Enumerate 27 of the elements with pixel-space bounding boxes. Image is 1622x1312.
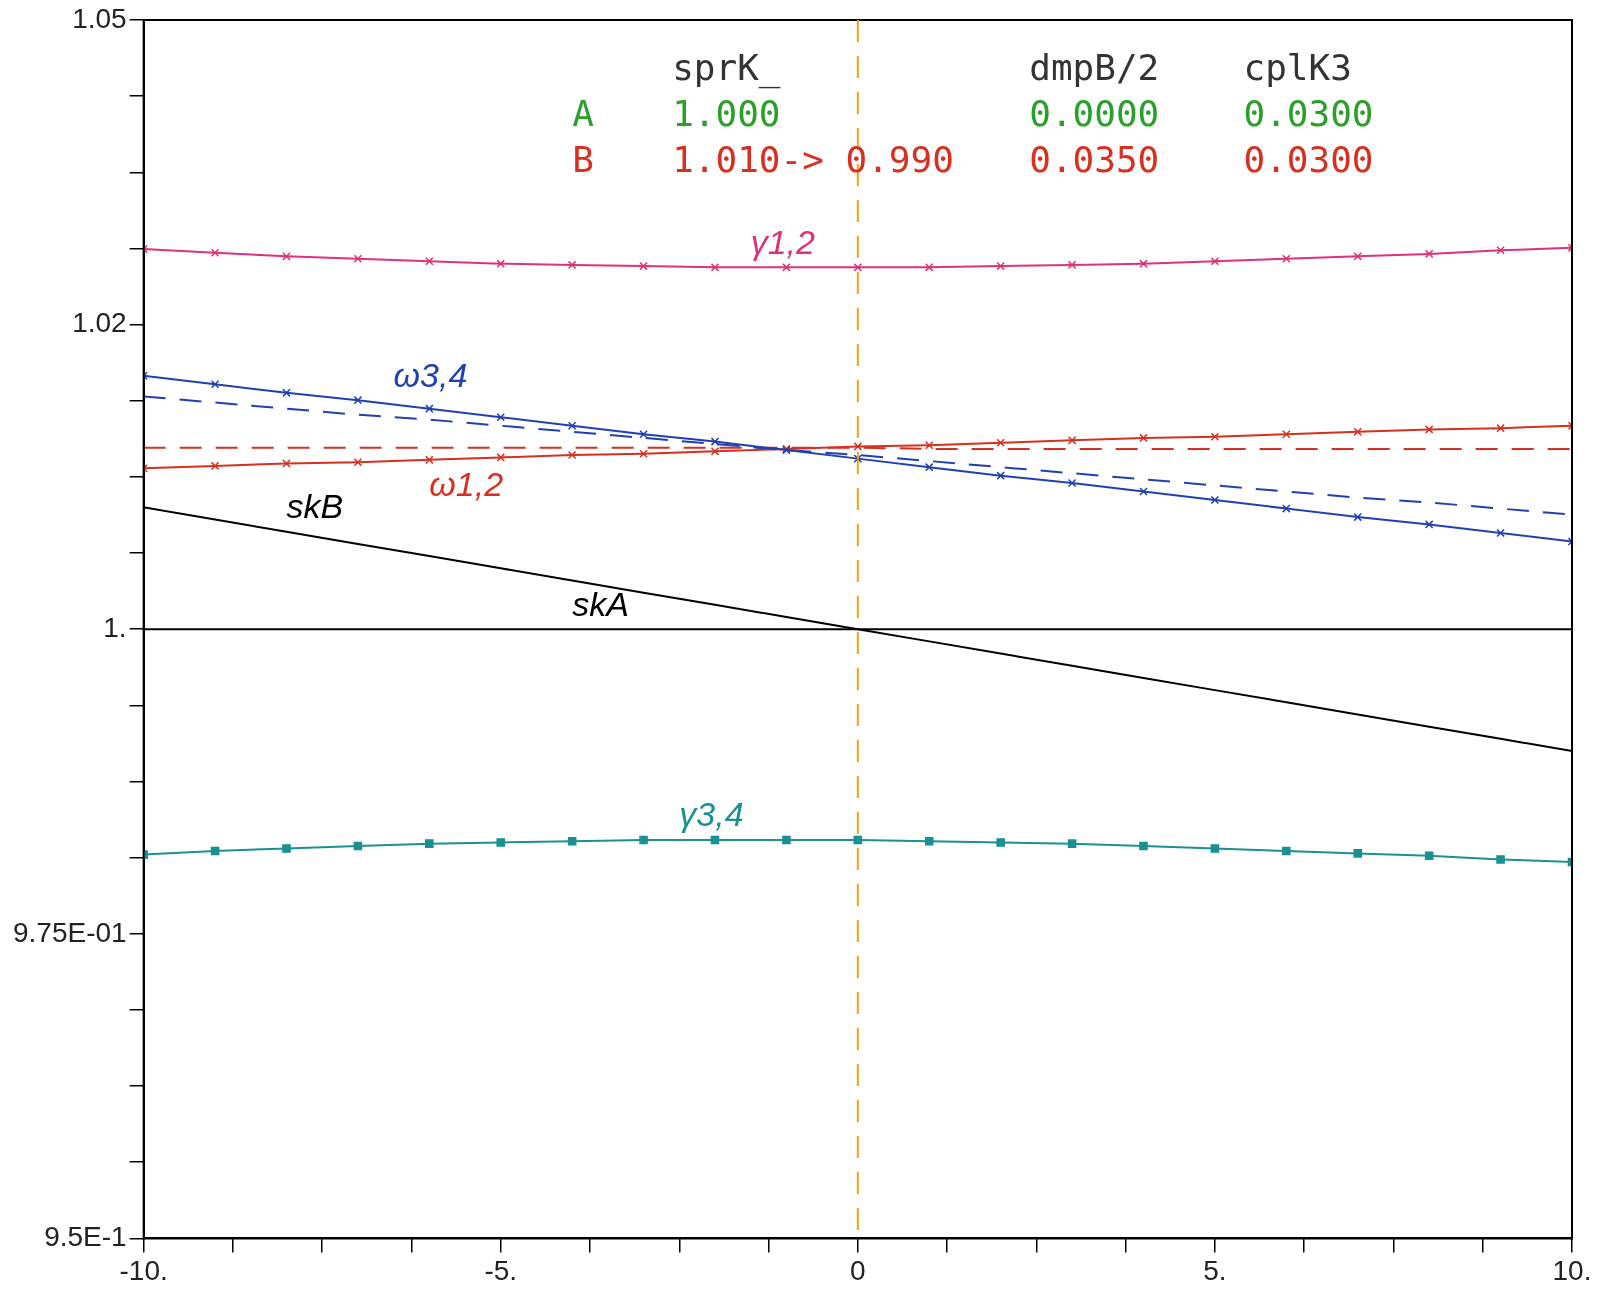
x-tick-label: 10. [1552, 1254, 1592, 1286]
annotation: B [572, 139, 594, 180]
series-label: ω3,4 [393, 355, 468, 394]
x-tick-label: -10. [119, 1254, 168, 1286]
annotation: 1.010-> 0.990 [672, 139, 954, 180]
annotation: dmpB/2 [1029, 47, 1160, 88]
annotation: 0.0300 [1243, 93, 1374, 134]
annotation: A [572, 93, 595, 134]
annotation: 0.0300 [1243, 139, 1374, 180]
series-label: ω1,2 [429, 465, 504, 504]
y-tick-label: 9.5E-1 [44, 1221, 127, 1253]
y-tick-label: 9.75E-01 [13, 916, 127, 948]
series-label: γ1,2 [750, 222, 816, 261]
annotation: cplK3 [1243, 47, 1352, 88]
series-label: skA [572, 584, 629, 623]
annotation: 0.0000 [1029, 93, 1160, 134]
y-tick-label: 1. [103, 611, 127, 643]
x-tick-label: -5. [484, 1254, 518, 1286]
y-tick-label: 1.02 [72, 307, 127, 339]
x-tick-label: 0 [850, 1254, 866, 1286]
series-label: skB [286, 487, 344, 526]
annotation: sprK_ [672, 47, 781, 89]
annotation: 0.0350 [1029, 139, 1160, 180]
annotation: 1.000 [672, 93, 781, 134]
series-label: γ3,4 [679, 795, 744, 834]
x-tick-label: 5. [1203, 1254, 1227, 1286]
y-tick-label: 1.05 [72, 2, 127, 34]
